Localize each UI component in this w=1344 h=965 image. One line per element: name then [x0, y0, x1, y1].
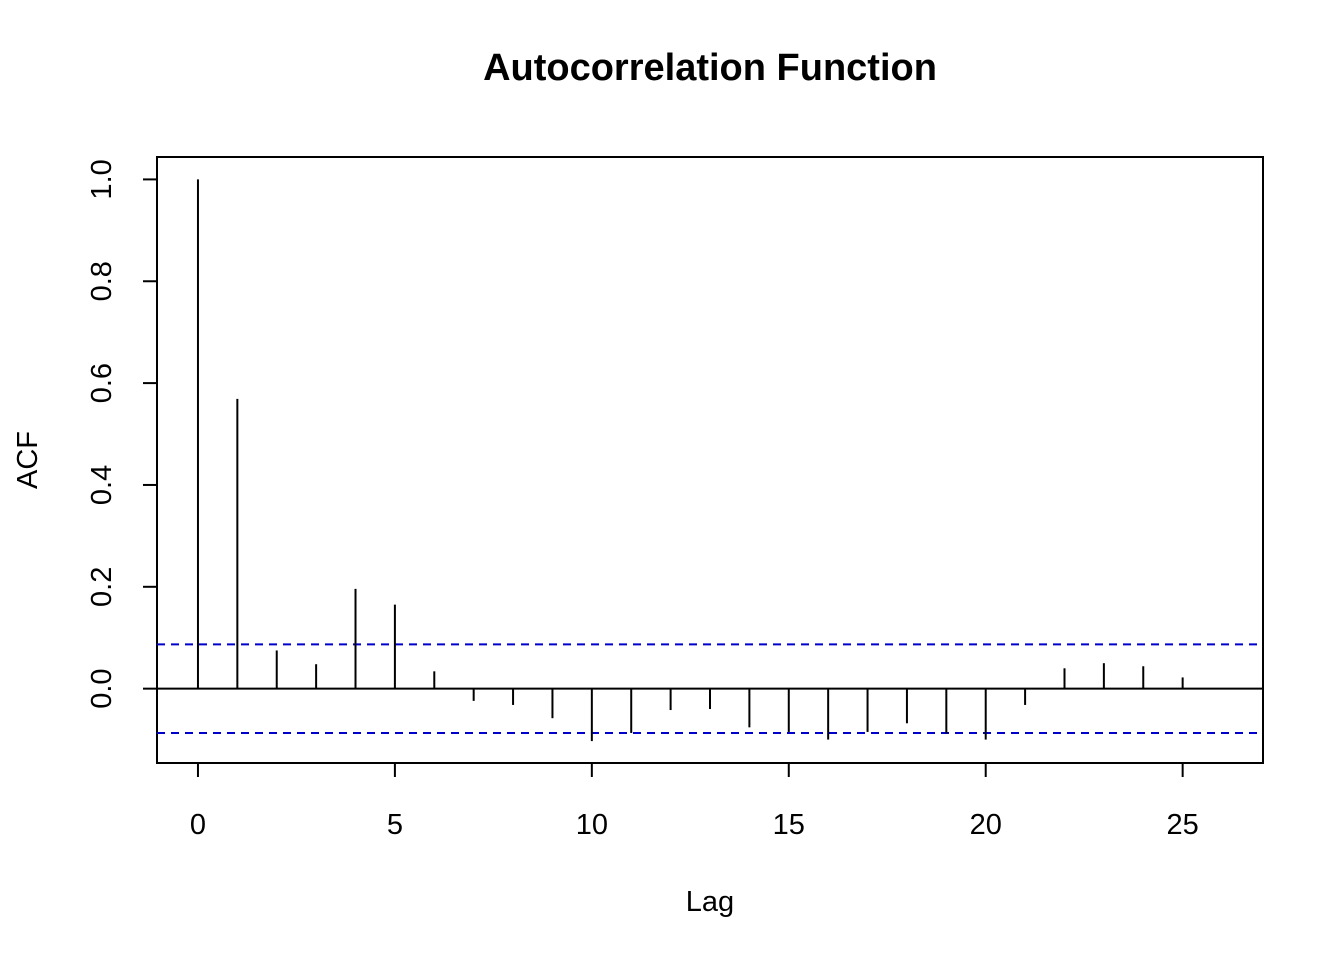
x-tick-label: 5 — [387, 809, 403, 841]
acf-bars — [196, 179, 1184, 742]
x-axis: 0 5 10 15 20 25 — [190, 762, 1199, 841]
plot-frame — [156, 156, 1264, 764]
y-tick-label: 0.6 — [86, 363, 118, 403]
y-tick-label: 0.2 — [86, 567, 118, 607]
chart-title: Autocorrelation Function — [483, 47, 937, 89]
y-axis: 0.0 0.2 0.4 0.6 0.8 1.0 — [86, 159, 158, 709]
x-tick-label: 20 — [970, 809, 1002, 841]
x-tick-label: 25 — [1167, 809, 1199, 841]
x-tick-label: 15 — [773, 809, 805, 841]
y-tick-label: 0.4 — [86, 465, 118, 505]
x-axis-label: Lag — [686, 886, 734, 918]
y-tick-label: 0.8 — [86, 261, 118, 301]
x-tick-label: 10 — [576, 809, 608, 841]
y-tick-label: 0.0 — [86, 668, 118, 708]
y-tick-label: 1.0 — [86, 159, 118, 199]
x-tick-label: 0 — [190, 809, 206, 841]
y-axis-label: ACF — [12, 431, 44, 489]
